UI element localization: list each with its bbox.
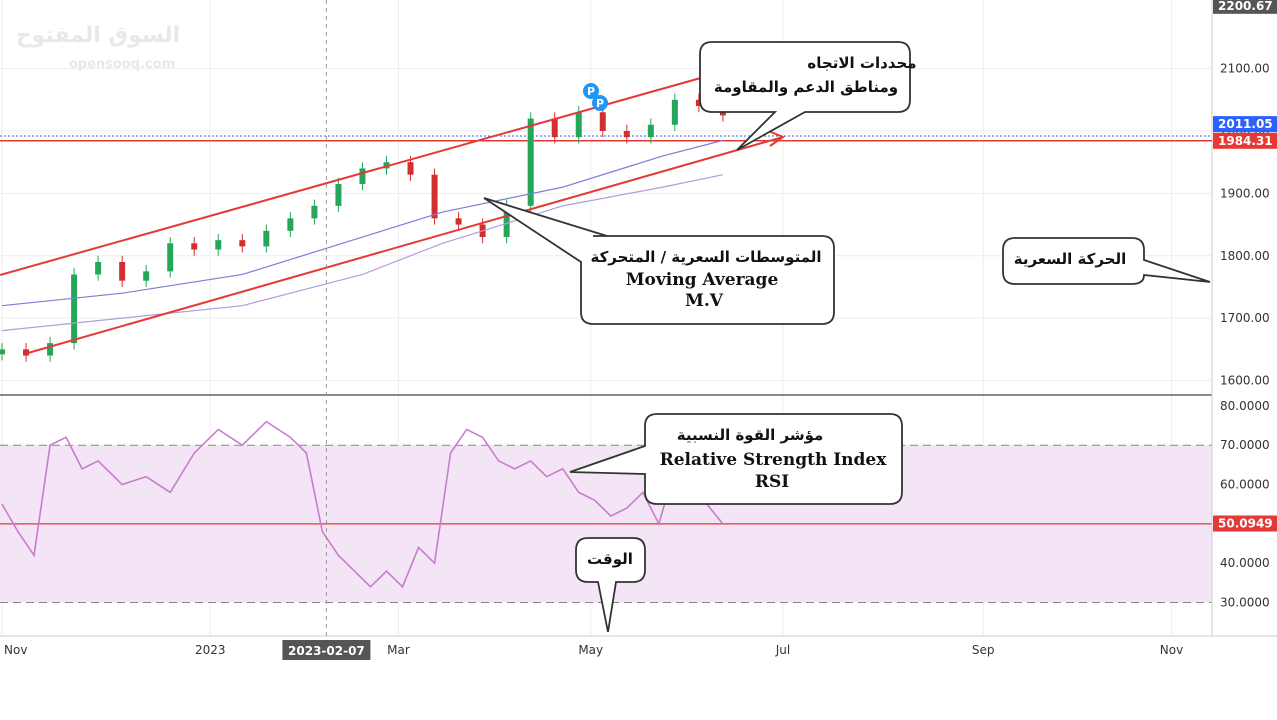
- price-tick-label: 1800.00: [1220, 249, 1270, 263]
- candle-body: [647, 124, 654, 138]
- candle-body: [191, 243, 198, 250]
- time-tick-label: May: [578, 643, 603, 657]
- candle-body: [119, 262, 126, 281]
- rsi-tick-label: 80.0000: [1220, 399, 1270, 413]
- callout-rsi-line2: Relative Strength Index: [660, 450, 888, 470]
- time-tick-label: Mar: [387, 643, 410, 657]
- callout-moving-average: المتوسطات السعرية / المتحركة Moving Aver…: [483, 197, 835, 325]
- callout-trend-line1: محددات الاتجاه: [807, 54, 916, 72]
- candle-body: [575, 112, 582, 138]
- pivot-badges: P P: [583, 83, 608, 111]
- candle-body: [287, 218, 294, 231]
- candle-body: [95, 262, 102, 275]
- candle-body: [623, 131, 630, 138]
- time-tick-label: Jul: [775, 643, 790, 657]
- trend-line-lower: [27, 136, 784, 354]
- candle-body: [239, 240, 246, 247]
- callout-trend: محددات الاتجاه ومناطق الدعم والمقاومة: [699, 41, 917, 151]
- price-tag-label: 2011.05: [1218, 117, 1273, 131]
- candle-body: [551, 118, 558, 138]
- candle-body: [263, 230, 270, 247]
- ma-slow-line: [1, 174, 724, 332]
- time-tick-label: Nov: [1160, 643, 1183, 657]
- rsi-tag-box: [1213, 515, 1277, 532]
- price-tick-label: 1600.00: [1220, 374, 1270, 388]
- time-axis: Nov 2023 Mar May Jul Sep Nov 2023-02-07: [4, 640, 1183, 660]
- candle-body: [23, 349, 30, 356]
- callout-ma-line2: Moving Average: [626, 270, 779, 290]
- time-tick-label: Sep: [972, 643, 995, 657]
- candle-body: [671, 99, 678, 125]
- candle-body: [359, 168, 366, 185]
- candle-body: [599, 112, 606, 131]
- pivot-badge-1: P: [587, 85, 595, 98]
- date-cursor-box: [282, 640, 371, 660]
- ma-fast-line: [1, 139, 724, 307]
- rsi-tick-label: 60.0000: [1220, 478, 1270, 492]
- candle-body: [71, 274, 78, 344]
- rsi-series-line: [1, 420, 724, 589]
- price-tag-box: [1213, 0, 1277, 14]
- candle-body: [215, 240, 222, 250]
- callout-rsi-line1: مؤشر القوة النسبية: [677, 426, 824, 444]
- callout-rsi-line3: RSI: [755, 472, 789, 492]
- price-y-axis: 1600.001700.001800.001900.002000.002100.…: [1220, 62, 1270, 388]
- time-tick-label: Nov: [4, 643, 27, 657]
- watermark-arabic: السوق المفتوح: [16, 23, 180, 48]
- callout-rsi: مؤشر القوة النسبية Relative Strength Ind…: [569, 413, 903, 505]
- rsi-y-axis: 30.000040.000050.000060.000070.000080.00…: [1220, 399, 1270, 610]
- rsi-tick-label: 30.0000: [1220, 596, 1270, 610]
- pivot-badge-2: P: [596, 97, 604, 110]
- candle-body: [503, 205, 510, 238]
- rsi-tick-label: 40.0000: [1220, 556, 1270, 570]
- price-tick-label: 1700.00: [1220, 311, 1270, 325]
- pivot-badge-icon: [592, 95, 608, 111]
- candle-body: [335, 184, 342, 206]
- watermark-latin: opensooq.com: [69, 57, 175, 72]
- candle-body: [527, 118, 534, 206]
- price-tag-label: 1984.31: [1218, 134, 1273, 148]
- rsi-tag-label: 50.0949: [1218, 516, 1273, 530]
- trend-arrow-lower: [765, 129, 786, 147]
- candle-body: [407, 162, 414, 175]
- candle-body: [143, 271, 150, 281]
- callout-ma-line1: المتوسطات السعرية / المتحركة: [590, 248, 821, 266]
- candle-body: [695, 99, 702, 107]
- candle-body: [455, 218, 462, 225]
- opensooq-watermark: السوق المفتوح opensooq.com: [16, 23, 180, 72]
- callout-trend-line2: ومناطق الدعم والمقاومة: [714, 78, 898, 96]
- price-tag-label: 2200.67: [1218, 0, 1273, 13]
- callout-price-movement: الحركة السعرية: [1002, 237, 1211, 285]
- candle-body: [431, 174, 438, 219]
- candle-body: [311, 205, 318, 219]
- callout-time: الوقت: [575, 537, 646, 633]
- callout-time-text: الوقت: [587, 550, 633, 568]
- time-tick-label: 2023: [195, 643, 226, 657]
- price-tag-box: [1213, 132, 1277, 149]
- callout-ma-line3: M.V: [685, 291, 724, 311]
- pivot-badge-icon: [583, 83, 599, 99]
- price-tick-label: 2100.00: [1220, 62, 1270, 76]
- candle-body: [0, 349, 5, 355]
- price-tags: 2200.67 2011.05 1984.31 50.0949: [1213, 0, 1277, 532]
- candle-body: [47, 343, 54, 356]
- price-tick-label: 1900.00: [1220, 186, 1270, 200]
- candles: [0, 93, 726, 362]
- rsi-tick-label: 70.0000: [1220, 438, 1270, 452]
- date-cursor-label: 2023-02-07: [288, 644, 365, 658]
- callout-price-movement-text: الحركة السعرية: [1014, 250, 1127, 268]
- candle-body: [167, 243, 174, 272]
- price-tag-box: [1213, 116, 1277, 133]
